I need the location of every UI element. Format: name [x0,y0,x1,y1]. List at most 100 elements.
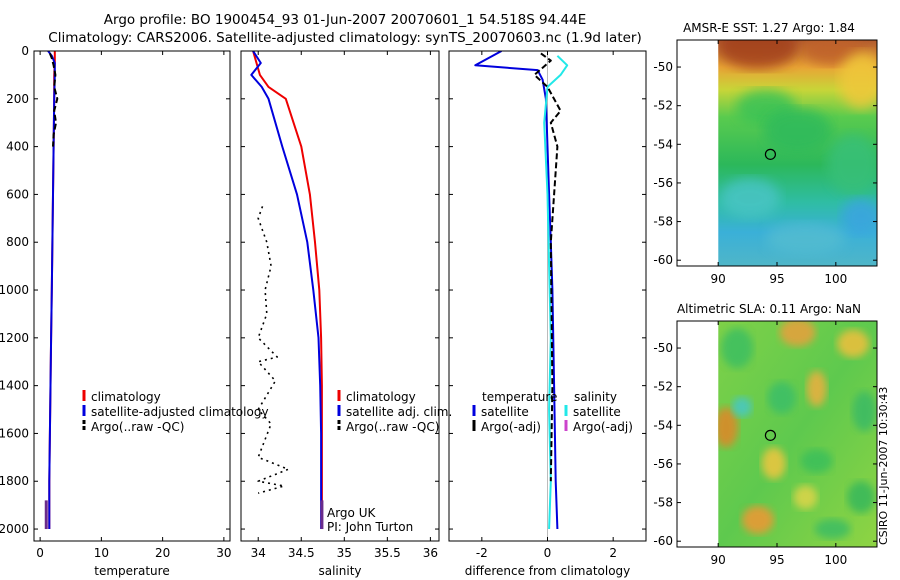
y-tick-label-temperature: 400 [6,140,29,154]
x-tick-label-temperature: 30 [216,546,231,560]
y-tick-label-sla-map: -54 [653,418,673,432]
x-axis-label-temperature: temperature [94,564,169,578]
y-tick-label-sst-map: -54 [653,137,673,151]
float-position-marker [764,429,777,441]
sla-texture [741,505,774,534]
x-tick-label-sst-map: 100 [824,272,847,286]
sla-texture [800,449,833,474]
float-position-marker [764,148,777,160]
sla-texture [852,391,877,432]
x-tick-label-sst-map: 95 [769,272,784,286]
sla-texture [732,396,752,417]
series-line-difference [543,55,569,530]
sla-texture [761,447,786,480]
sst-texture [839,52,877,109]
x-tick-label-sla-map: 95 [769,553,784,567]
y-tick-label-sla-map: -60 [653,534,673,548]
sst-texture [718,40,798,69]
x-tick-label-difference: 0 [544,546,552,560]
sla-texture [814,518,851,539]
y-tick-label-temperature: 1200 [0,331,29,345]
salinity-axes-frame [240,50,440,542]
legend-label: Argo(..raw -QC) [91,420,184,434]
series-line-difference [533,52,562,482]
sla-texture [837,329,870,358]
x-tick-label-sla-map: 100 [824,553,847,567]
legend-label: Argo(..raw -QC) [346,420,439,434]
sla-texture [779,321,816,347]
legend-label-salinity: Argo(-adj) [573,420,633,434]
sst-texture [827,134,877,195]
y-tick-label-temperature: 200 [6,92,29,106]
x-tick-label-sst-map: 90 [711,272,726,286]
difference-plot-area [474,51,569,541]
legend-label-temperature: Argo(-adj) [481,420,541,434]
x-tick-label-salinity: 36 [423,546,438,560]
series-line-salinity [257,206,290,494]
x-tick-label-temperature: 0 [36,546,44,560]
y-tick-label-temperature: 0 [21,44,29,58]
y-tick-label-sst-map: -60 [653,253,673,267]
legend-label: satellite-adjusted climatology [91,405,269,419]
legend-label: satellite adj. clim. [346,405,452,419]
temperature-axes-frame [33,50,231,542]
series-line-salinity [252,51,323,529]
series-line-temperature [47,51,56,529]
y-tick-label-temperature: 1600 [0,426,29,440]
sla-texture [721,328,754,369]
sst-texture [841,198,877,235]
legend-group-title: temperature [482,390,557,404]
x-tick-label-salinity: 34.5 [288,546,315,560]
pi-annotation: PI: John Turton [327,520,413,534]
y-tick-label-temperature: 600 [6,187,29,201]
timestamp-stamp: CSIRO 11-Jun-2007 10:30:43 [877,386,890,545]
legend-label: climatology [91,390,161,404]
figure-title-line2: Climatology: CARS2006. Satellite-adjuste… [48,30,642,46]
y-tick-label-sla-map: -58 [653,496,673,510]
sla-texture [847,481,876,514]
y-tick-label-sst-map: -50 [653,60,673,74]
sla-texture [767,381,796,414]
series-line-temperature [48,53,59,147]
y-tick-label-sla-map: -56 [653,457,673,471]
x-tick-label-salinity: 35.5 [374,546,401,560]
x-tick-label-salinity: 34 [251,546,266,560]
salinity-plot-area [250,51,324,530]
legend-label-temperature: satellite [481,405,529,419]
y-tick-label-temperature: 1800 [0,474,29,488]
x-tick-label-temperature: 20 [155,546,170,560]
sst-map-field [718,40,877,266]
y-tick-label-sst-map: -56 [653,176,673,190]
series-line-difference [474,51,559,530]
sla-texture [793,485,818,510]
series-line-salinity [250,51,323,529]
pi-annotation: Argo UK [327,506,376,520]
sst-texture [765,222,846,255]
legend-label-salinity: satellite [573,405,621,419]
y-tick-label-sla-map: -50 [653,341,673,355]
y-tick-label-sst-map: -58 [653,215,673,229]
x-axis-label-difference: difference from climatology [465,564,631,578]
y-tick-label-temperature: 800 [6,235,29,249]
y-tick-label-sst-map: -52 [653,99,673,113]
map-title-sla-map: Altimetric SLA: 0.11 Argo: NaN [677,302,861,316]
x-tick-label-salinity: 35 [337,546,352,560]
sla-texture [806,370,827,407]
legend-label: climatology [346,390,416,404]
x-tick-label-difference: -2 [476,546,488,560]
legend-group-title: salinity [574,390,617,404]
sla-map-field [718,321,877,547]
y-tick-label-temperature: 1400 [0,379,29,393]
sst-texture [719,178,780,219]
y-tick-label-sla-map: -52 [653,380,673,394]
figure-title-line1: Argo profile: BO 1900454_93 01-Jun-2007 … [103,12,587,28]
x-tick-label-temperature: 10 [94,546,109,560]
y-tick-label-temperature: 2000 [0,522,29,536]
x-tick-label-sla-map: 90 [711,553,726,567]
x-tick-label-difference: 2 [609,546,617,560]
y-tick-label-temperature: 1000 [0,283,29,297]
sst-texture [763,108,832,153]
sla-texture [718,407,739,448]
map-title-sst-map: AMSR-E SST: 1.27 Argo: 1.84 [683,21,855,35]
